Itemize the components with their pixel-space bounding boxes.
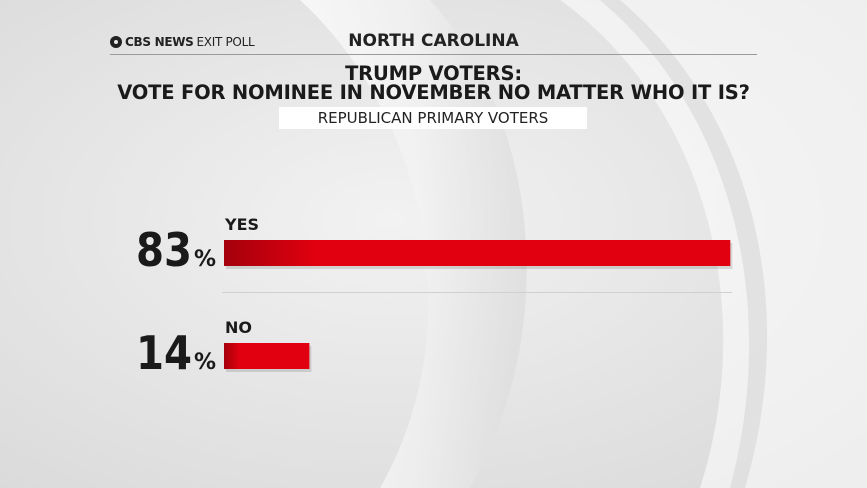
value-label-yes: 83%: [136, 223, 216, 277]
bar-yes: [224, 240, 731, 266]
state-label: NORTH CAROLINA: [348, 31, 519, 51]
header-divider: [110, 54, 757, 55]
value-label-no: 14%: [136, 326, 216, 380]
cbs-eye-icon: [110, 36, 122, 48]
brand-suffix: EXIT POLL: [196, 35, 255, 49]
title-line-2: VOTE FOR NOMINEE IN NOVEMBER NO MATTER W…: [117, 81, 750, 104]
brand-name: CBS NEWS: [125, 35, 194, 49]
title-line-1: TRUMP VOTERS:: [345, 62, 522, 85]
subtitle-box: REPUBLICAN PRIMARY VOTERS: [279, 107, 587, 129]
category-label-yes: YES: [224, 215, 259, 234]
category-label-no: NO: [225, 318, 252, 337]
bar-no: [224, 343, 310, 369]
row-divider: [222, 292, 732, 293]
subtitle: REPUBLICAN PRIMARY VOTERS: [317, 109, 549, 127]
cbs-news-logo: CBS NEWS EXIT POLL: [110, 35, 255, 49]
